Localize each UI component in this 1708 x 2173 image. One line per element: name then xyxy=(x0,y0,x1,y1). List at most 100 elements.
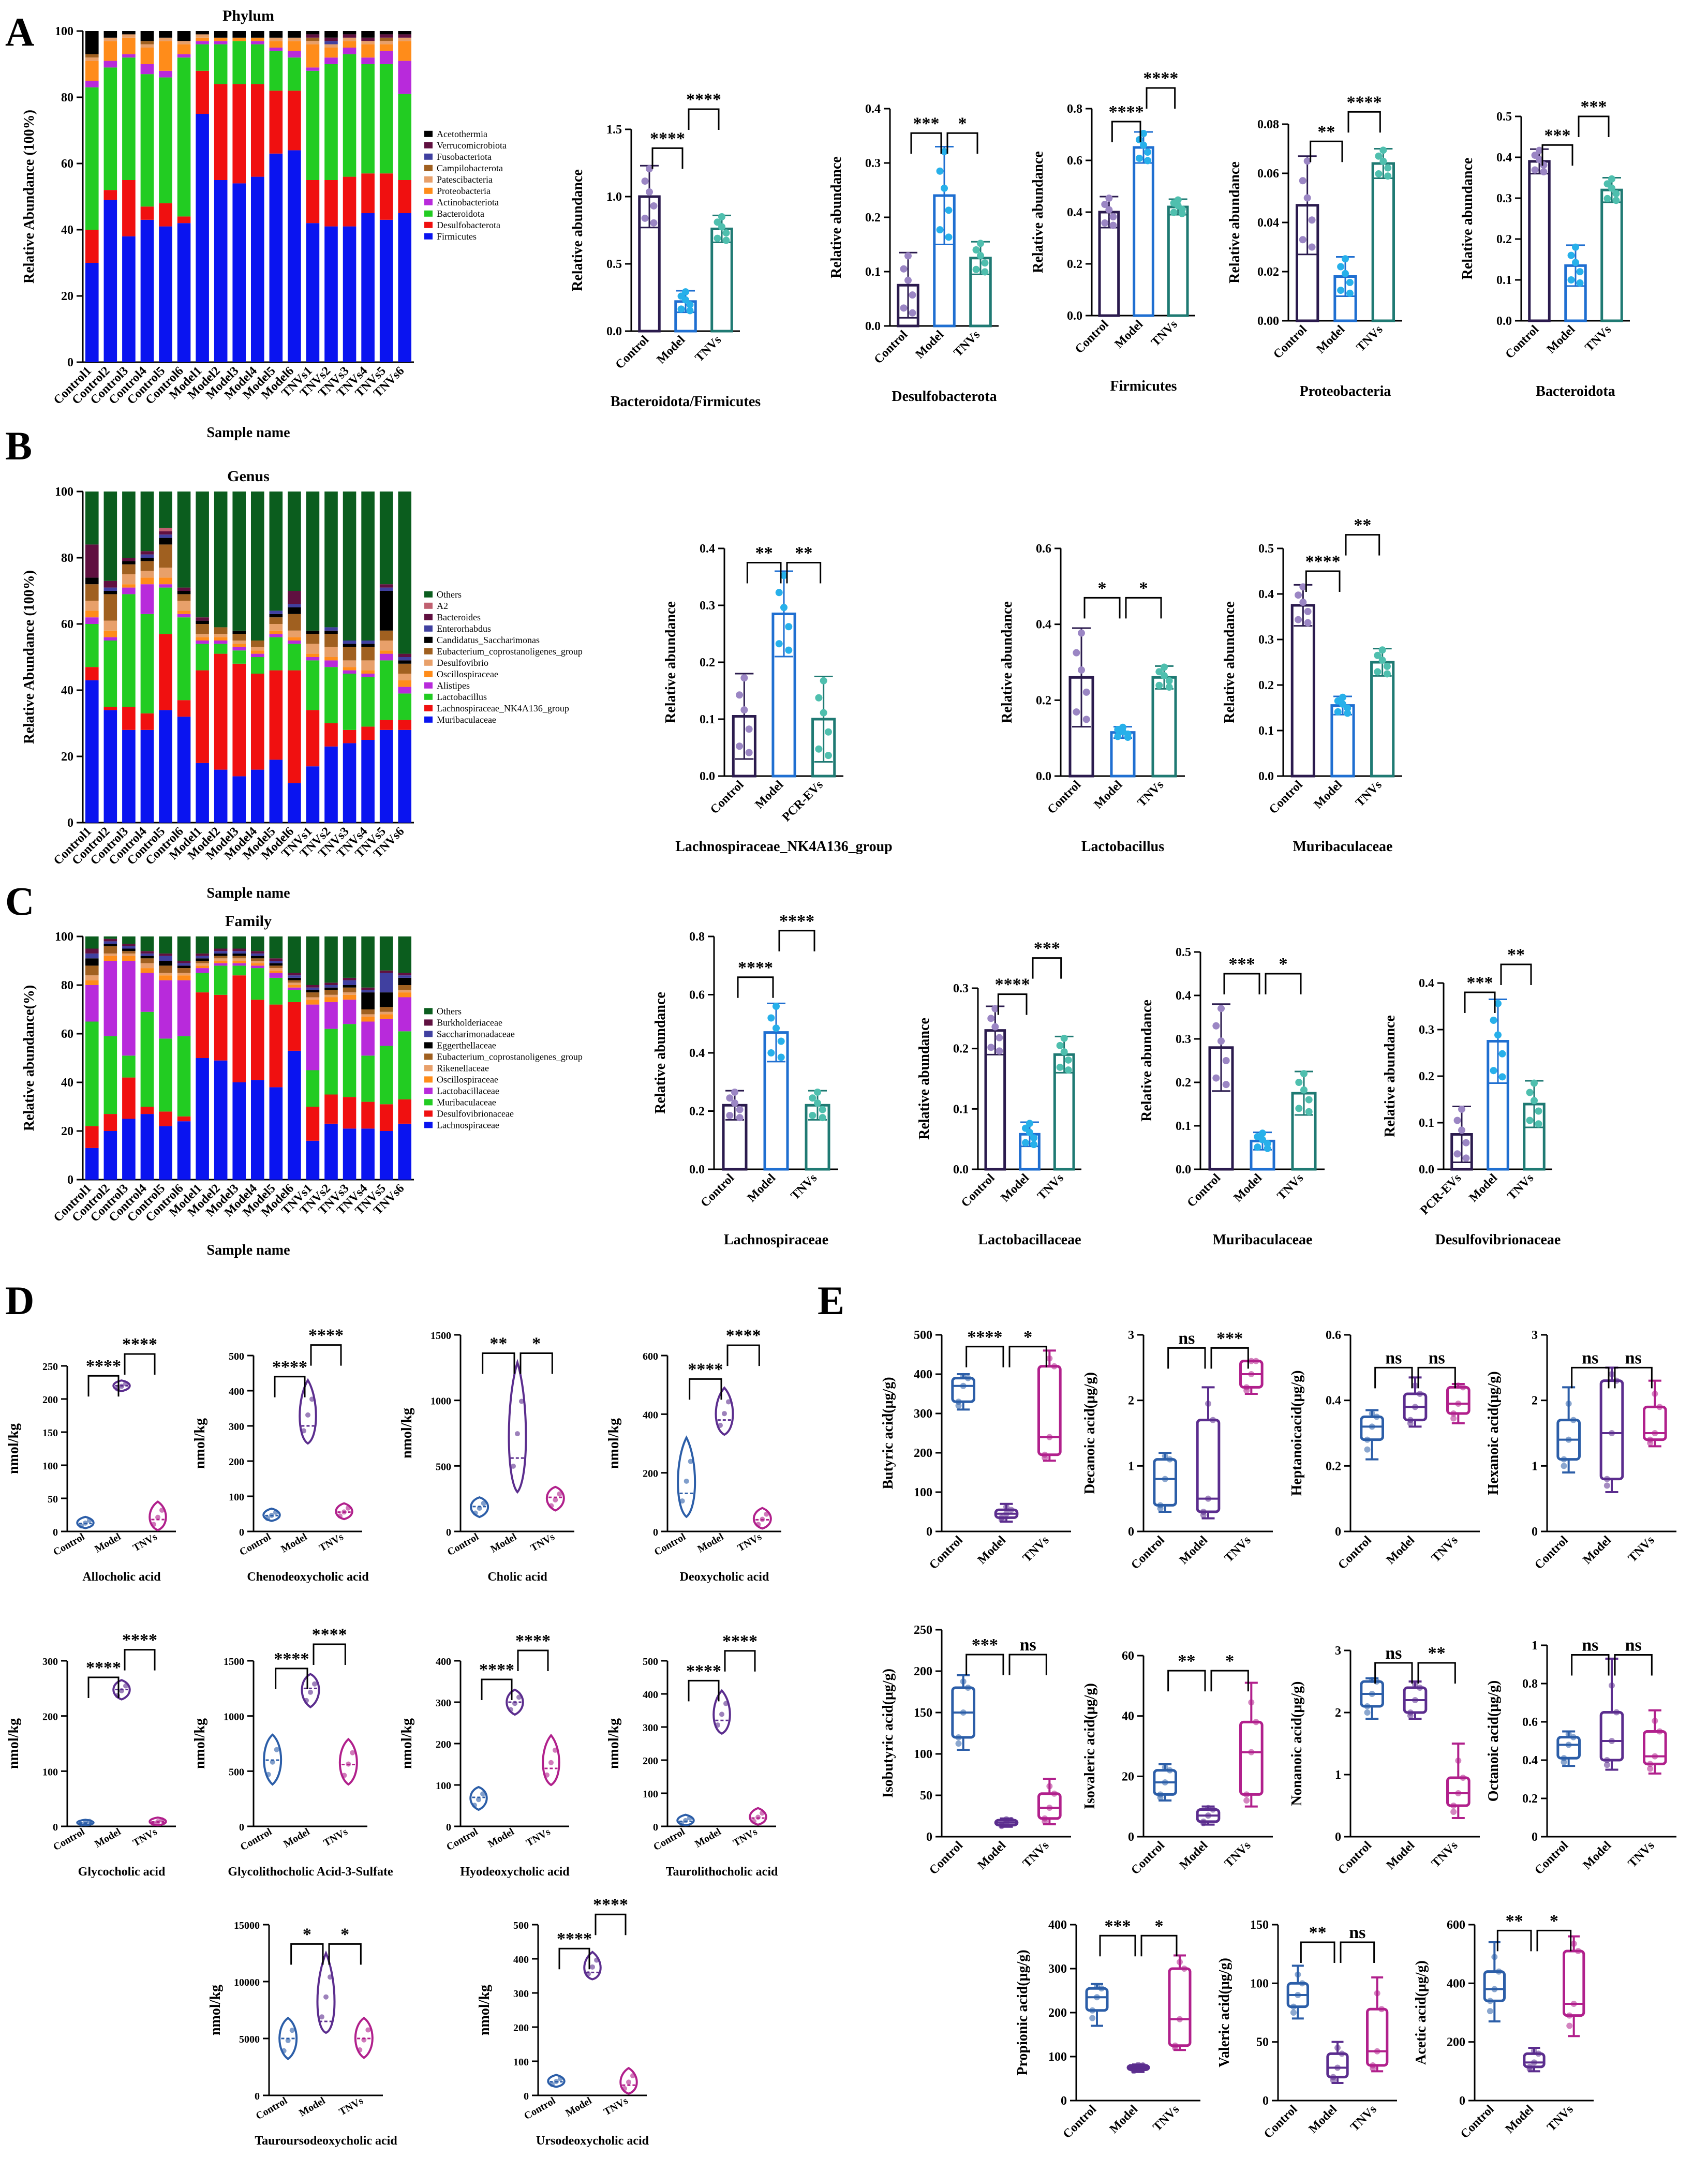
y-tick-label: 1500 xyxy=(430,1330,451,1342)
stack-segment xyxy=(177,216,191,224)
y-tick-label: 0.4 xyxy=(865,102,881,116)
data-point xyxy=(780,572,788,579)
data-point xyxy=(1379,157,1387,165)
stack-segment xyxy=(159,953,172,956)
bar xyxy=(1370,661,1395,778)
stack-segment xyxy=(214,769,228,823)
panel-letter-c: C xyxy=(5,879,34,924)
data-point xyxy=(682,296,689,304)
stack-segment xyxy=(288,1050,301,1180)
stack-segment xyxy=(177,41,191,44)
stack-segment xyxy=(398,492,412,654)
significance-bracket xyxy=(1374,1366,1413,1389)
stack-segment xyxy=(122,948,136,951)
stack-segment xyxy=(85,61,99,81)
data-point xyxy=(1299,599,1307,606)
data-point xyxy=(996,1047,1003,1055)
stack-segment xyxy=(214,653,228,770)
data-point xyxy=(558,2076,563,2081)
stack-segment xyxy=(140,64,154,75)
y-tick-label: 200 xyxy=(914,1447,932,1460)
stack-segment xyxy=(140,31,154,41)
stack-segment xyxy=(177,54,191,58)
data-point xyxy=(1647,1440,1654,1446)
stack-segment xyxy=(232,958,246,961)
stack-segment xyxy=(140,74,154,207)
stack-segment xyxy=(398,730,412,823)
data-point xyxy=(508,1707,513,1713)
y-axis-label: Relative abundance xyxy=(1030,151,1046,273)
significance-label: **** xyxy=(688,1360,723,1379)
y-tick-label: 0 xyxy=(1459,2094,1465,2108)
stack-segment xyxy=(232,31,246,38)
stack-segment xyxy=(288,150,301,362)
stack-segment xyxy=(306,997,320,1000)
data-point xyxy=(1490,1067,1497,1075)
chart-e_propionic-axes: 0 100 200 300 400 Propionic acid(μg/g) xyxy=(1015,1918,1200,2108)
stack-segment xyxy=(250,641,264,647)
y-axis-label: Relative Abundance (100%) xyxy=(21,570,37,744)
data-point xyxy=(1248,1358,1255,1364)
data-point xyxy=(815,694,823,702)
data-point xyxy=(814,1099,821,1107)
data-point xyxy=(1212,1074,1220,1082)
stack-segment xyxy=(196,968,209,973)
box xyxy=(1366,2007,1389,2067)
data-point xyxy=(1305,1096,1313,1104)
stack-segment xyxy=(324,57,338,64)
chart-a_desulfo-axes: 0.0 0.1 0.2 0.3 0.4 Relative abundance xyxy=(828,102,999,333)
data-point xyxy=(1334,2045,1341,2051)
panel-letter-a: A xyxy=(5,9,34,54)
stack-segment xyxy=(250,958,264,961)
chart-b_lachno-axes: 0.0 0.1 0.2 0.3 0.4 Relative abundance xyxy=(663,542,843,783)
significance-label: **** xyxy=(1109,102,1144,122)
data-point xyxy=(1531,1079,1538,1087)
y-tick-label: 40 xyxy=(1122,1710,1134,1723)
stack-segment xyxy=(103,939,117,942)
significance-bracket xyxy=(519,1352,553,1374)
legend-label: Desulfovibrionaceae xyxy=(437,1108,514,1119)
data-point xyxy=(1609,1430,1615,1436)
y-tick-label: 200 xyxy=(42,1711,58,1723)
significance-bracket xyxy=(1571,1654,1610,1676)
data-point xyxy=(1042,1454,1048,1461)
stack-segment xyxy=(85,577,99,585)
box xyxy=(1563,1949,1585,2017)
data-point xyxy=(686,301,694,309)
data-point xyxy=(1494,1031,1502,1039)
stack-segment xyxy=(269,1087,283,1180)
y-tick-label: 1000 xyxy=(224,1711,244,1723)
legend-swatch xyxy=(424,165,433,171)
stack-segment xyxy=(122,236,136,362)
stack-segment xyxy=(85,985,99,1022)
data-point xyxy=(964,1375,971,1381)
data-point xyxy=(554,2079,559,2085)
data-point xyxy=(1172,2045,1179,2051)
data-point xyxy=(1109,221,1117,229)
stack-segment xyxy=(343,644,357,647)
stack-segment xyxy=(288,990,301,1002)
data-point xyxy=(1003,1504,1009,1510)
stack-segment xyxy=(306,1070,320,1107)
significance-bracket xyxy=(124,1353,156,1375)
stack-segment xyxy=(250,44,264,84)
chart-e_isobutyric-axes: 0 50 100 150 200 250 Isobutyric acid(μg/g) xyxy=(880,1624,1071,1844)
data-point xyxy=(1337,287,1345,294)
legend-swatch xyxy=(424,625,433,632)
stack-segment xyxy=(196,641,209,644)
data-point xyxy=(1243,1791,1250,1798)
stack-segment xyxy=(361,1102,375,1129)
stack-segment xyxy=(140,936,154,951)
stack-segment xyxy=(85,87,99,230)
legend-swatch xyxy=(424,153,433,160)
significance-bracket xyxy=(328,1943,362,1965)
chart-e_isovaleric-axes: 0 20 40 60 Isovaleric acid(μg/g) xyxy=(1082,1649,1273,1844)
data-point xyxy=(1455,1401,1462,1407)
stack-segment xyxy=(250,769,264,823)
y-tick-label: 400 xyxy=(513,1954,529,1966)
y-tick-label: 0.4 xyxy=(1258,588,1274,601)
significance-bracket xyxy=(1300,1941,1335,1963)
stack-segment xyxy=(288,492,301,591)
stack-segment xyxy=(250,84,264,177)
